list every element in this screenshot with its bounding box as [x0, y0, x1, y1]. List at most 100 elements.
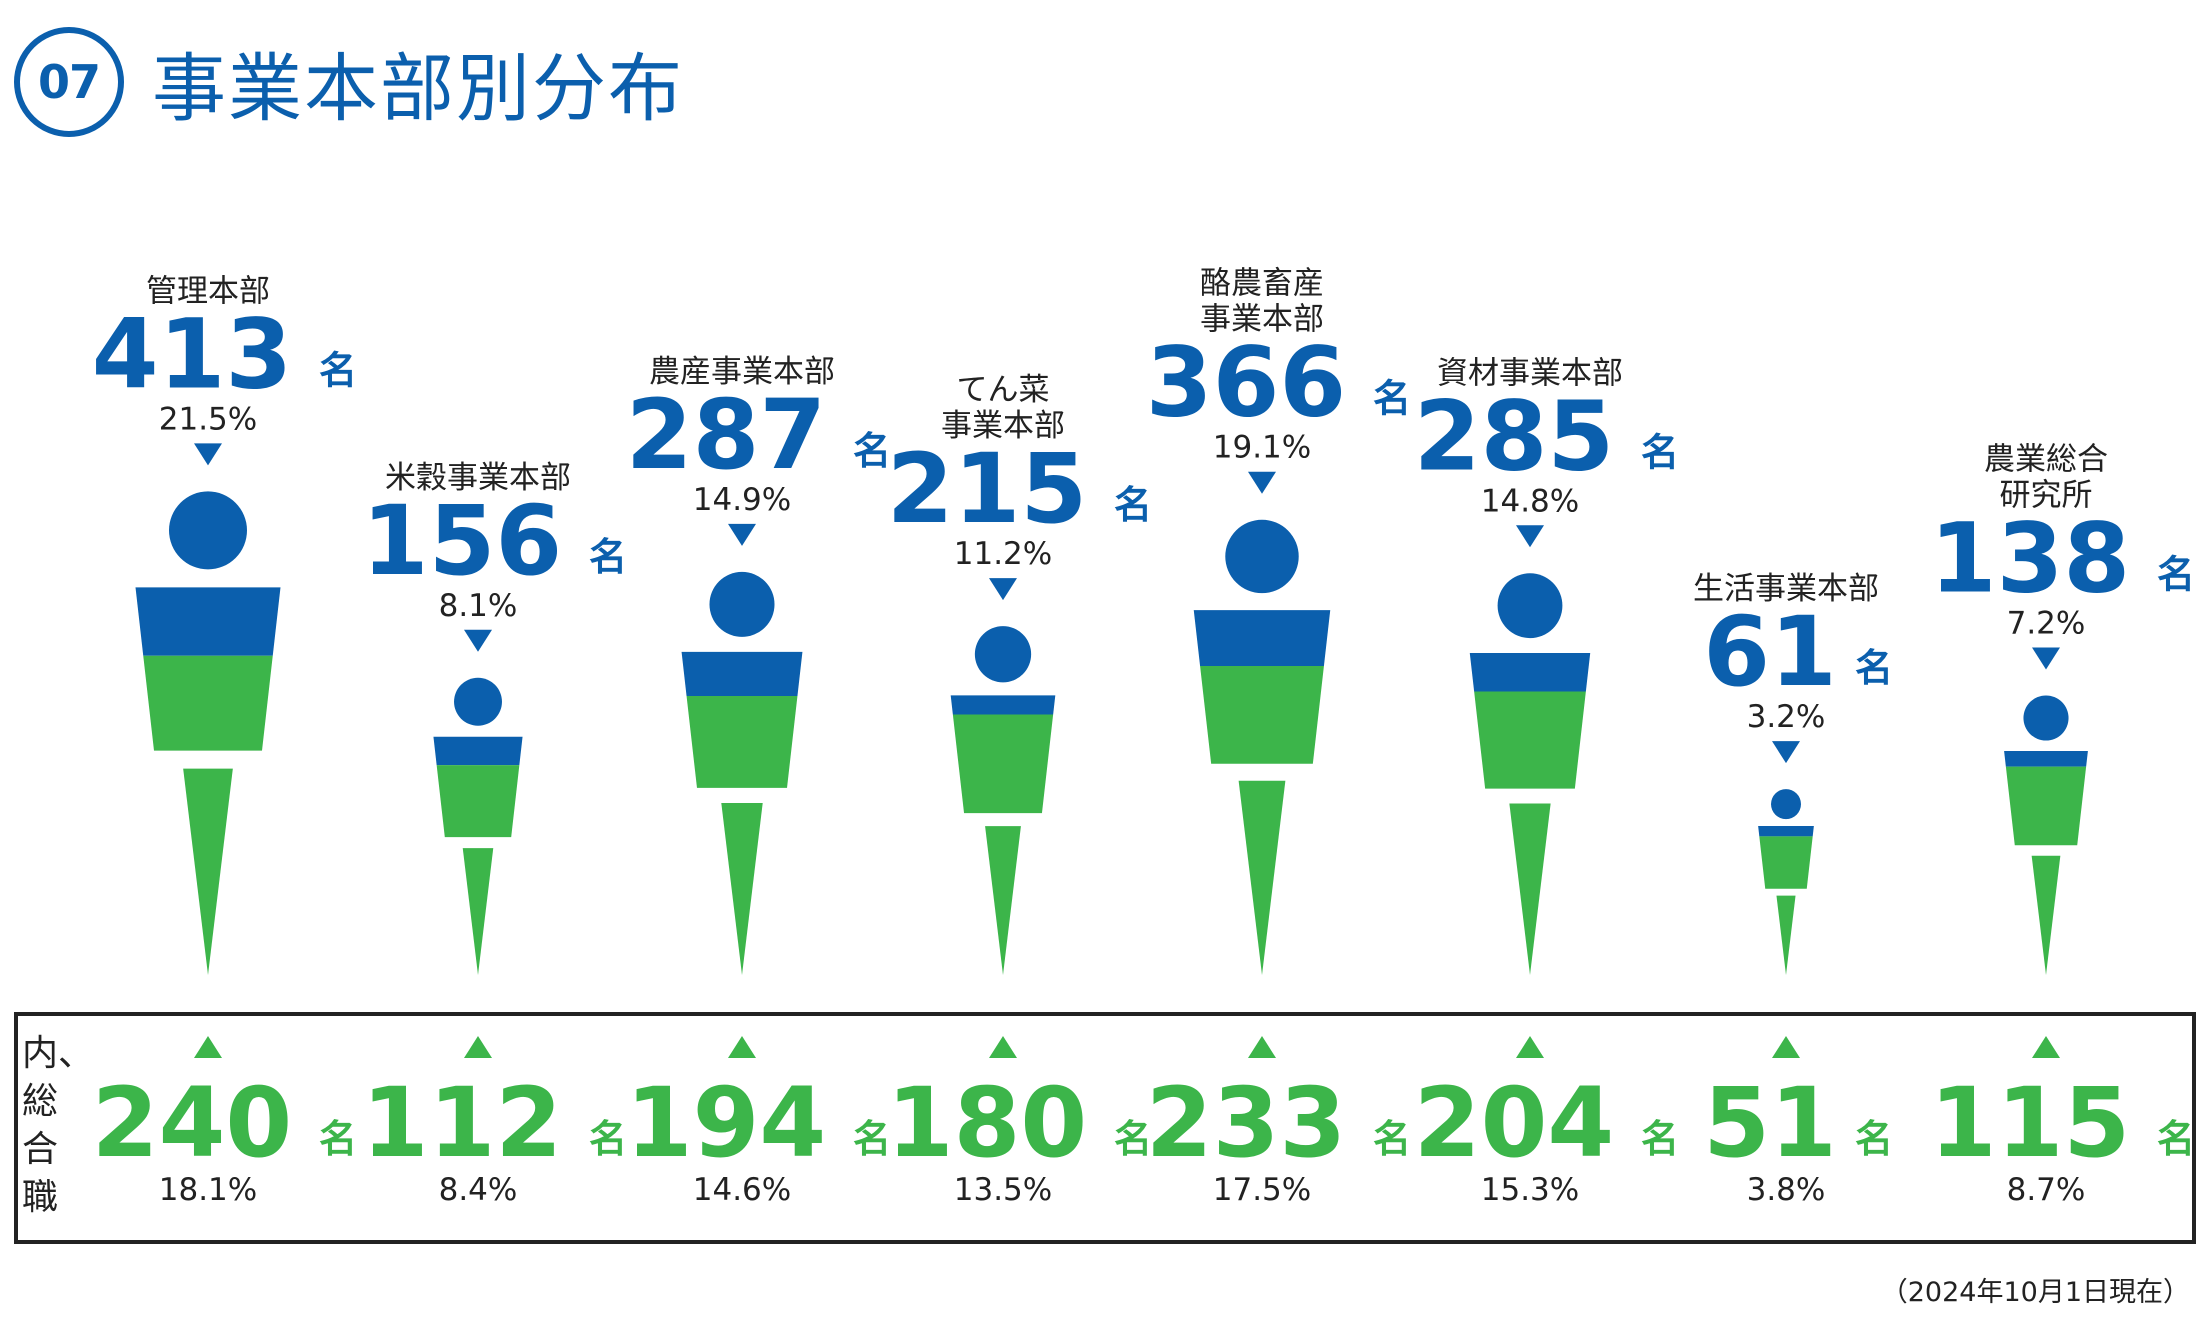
sogo-count: 51 — [1703, 1067, 1837, 1179]
division-label: 米穀事業本部 — [385, 460, 571, 496]
up-arrow-icon — [1772, 1036, 1800, 1058]
division-label: 生活事業本部 — [1693, 571, 1879, 607]
person-leg — [1776, 895, 1796, 975]
division-label: 農業総合 — [1984, 441, 2108, 477]
person-head — [454, 677, 502, 726]
division-label: てん菜 — [957, 372, 1050, 408]
page-title: 事業本部別分布 — [152, 45, 684, 132]
person-torso-other — [2004, 750, 2088, 767]
total-count: 366 — [1146, 327, 1346, 439]
unit-label: 名 — [589, 1117, 627, 1161]
sogo-count: 112 — [362, 1067, 562, 1179]
sogo-percent: 14.6% — [693, 1172, 791, 1208]
sogo-count: 115 — [1930, 1067, 2130, 1179]
division-label: 農産事業本部 — [649, 354, 835, 390]
total-percent: 21.5% — [159, 401, 257, 437]
person-leg — [462, 848, 494, 975]
sogo-count: 194 — [626, 1067, 826, 1179]
unit-label: 名 — [1373, 377, 1411, 421]
total-percent: 14.9% — [693, 482, 791, 518]
sogo-percent: 8.7% — [2007, 1172, 2086, 1208]
sogo-percent: 8.4% — [439, 1172, 518, 1208]
down-arrow-icon — [728, 523, 756, 546]
total-count: 156 — [362, 485, 562, 597]
down-arrow-icon — [1516, 525, 1544, 548]
person-torso-other — [950, 695, 1056, 715]
unit-label: 名 — [2157, 1117, 2195, 1161]
division-label: 研究所 — [2000, 477, 2093, 513]
unit-label: 名 — [853, 429, 891, 473]
unit-label: 名 — [1373, 1117, 1411, 1161]
sogo-count: 233 — [1146, 1067, 1346, 1179]
person-leg — [2031, 855, 2061, 975]
up-arrow-icon — [989, 1036, 1017, 1058]
unit-label: 名 — [1114, 1117, 1152, 1161]
person-head — [1225, 519, 1299, 594]
sogo-percent: 18.1% — [159, 1172, 257, 1208]
total-percent: 11.2% — [954, 536, 1052, 572]
unit-label: 名 — [319, 348, 357, 392]
person-torso-sogo — [686, 695, 798, 788]
person-leg — [183, 768, 233, 975]
sogo-percent: 13.5% — [954, 1172, 1052, 1208]
division-label: 事業本部 — [1200, 302, 1324, 338]
total-count: 413 — [92, 298, 292, 410]
sogo-percent: 15.3% — [1481, 1172, 1579, 1208]
as-of-date-note: （2024年10月1日現在） — [1880, 1277, 2190, 1308]
person-torso-other — [433, 736, 523, 766]
unit-label: 名 — [1641, 430, 1679, 474]
person-head — [169, 491, 247, 570]
division-label: 資材事業本部 — [1437, 355, 1623, 391]
total-count: 138 — [1930, 502, 2130, 614]
unit-label: 名 — [589, 535, 627, 579]
sogo-count: 240 — [92, 1067, 292, 1179]
total-percent: 3.2% — [1747, 699, 1826, 735]
person-head — [1497, 573, 1563, 639]
person-torso-sogo — [1474, 691, 1586, 789]
person-head — [1771, 789, 1801, 820]
unit-label: 名 — [319, 1117, 357, 1161]
total-count: 215 — [887, 433, 1087, 545]
sogo-count: 204 — [1414, 1067, 1614, 1179]
person-torso-sogo — [1200, 665, 1324, 764]
person-torso-sogo — [143, 655, 273, 751]
person-head — [2023, 695, 2069, 741]
unit-label: 名 — [1641, 1117, 1679, 1161]
person-torso-other — [681, 651, 803, 696]
up-arrow-icon — [464, 1036, 492, 1058]
total-percent: 19.1% — [1213, 430, 1311, 466]
down-arrow-icon — [2032, 647, 2060, 670]
up-arrow-icon — [1516, 1036, 1544, 1058]
sogo-percent: 17.5% — [1213, 1172, 1311, 1208]
division-label: 事業本部 — [941, 408, 1065, 444]
section-number-badge: 07 — [14, 27, 124, 137]
down-arrow-icon — [989, 578, 1017, 601]
sogo-percent: 3.8% — [1747, 1172, 1826, 1208]
sogo-summary-box — [14, 1012, 2196, 1244]
person-torso-sogo — [436, 765, 520, 838]
unit-label: 名 — [1855, 1117, 1893, 1161]
total-count: 285 — [1414, 380, 1614, 492]
up-arrow-icon — [1248, 1036, 1276, 1058]
down-arrow-icon — [1248, 471, 1276, 494]
up-arrow-icon — [728, 1036, 756, 1058]
person-leg — [721, 802, 763, 975]
total-percent: 14.8% — [1481, 483, 1579, 519]
person-torso-sogo — [1759, 836, 1813, 889]
down-arrow-icon — [194, 443, 222, 466]
up-arrow-icon — [194, 1036, 222, 1058]
unit-label: 名 — [853, 1117, 891, 1161]
person-torso-sogo — [2005, 766, 2087, 846]
unit-label: 名 — [1855, 646, 1893, 690]
person-leg — [1509, 803, 1551, 975]
total-percent: 8.1% — [439, 588, 518, 624]
unit-label: 名 — [2157, 552, 2195, 596]
person-torso-other — [1758, 826, 1814, 837]
person-torso-other — [135, 587, 281, 656]
person-torso-other — [1193, 610, 1331, 666]
person-leg — [985, 826, 1021, 975]
person-head — [974, 626, 1032, 683]
person-head — [709, 571, 775, 637]
person-torso-sogo — [952, 714, 1054, 814]
